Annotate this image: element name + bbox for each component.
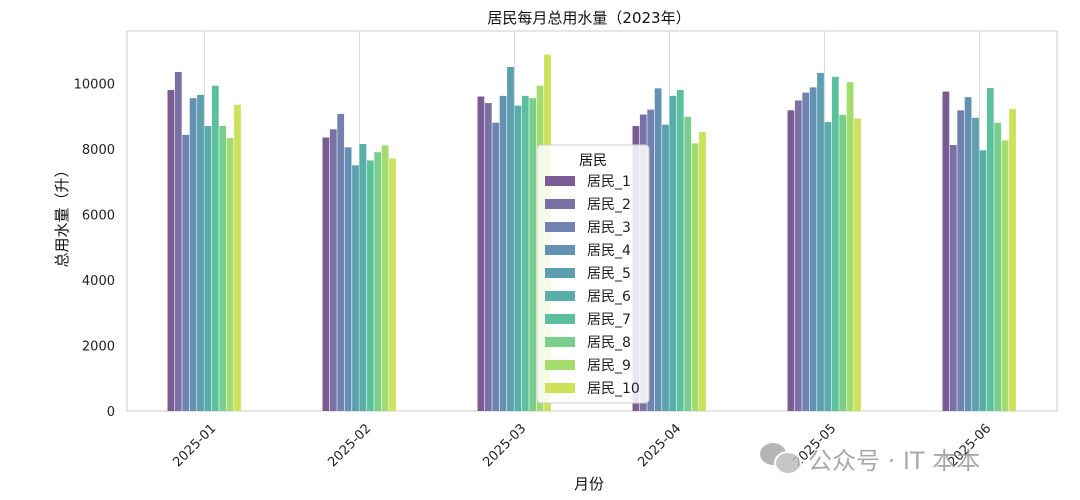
bar [949, 145, 957, 411]
bar [794, 100, 802, 411]
y-tick-label: 2000 [82, 339, 115, 354]
bar [337, 113, 345, 412]
bar [787, 110, 795, 411]
bar [699, 131, 706, 411]
legend-swatch [545, 314, 575, 324]
bar [986, 88, 994, 411]
bar [809, 87, 817, 412]
bar [189, 98, 197, 411]
bar [824, 122, 832, 411]
bar [676, 89, 684, 411]
y-tick-labels: 0 2000 4000 6000 8000 10000 [74, 77, 115, 420]
legend-label: 居民_9 [587, 358, 631, 374]
legend-swatch [545, 291, 575, 301]
wechat-icon [760, 441, 802, 475]
bar [507, 67, 514, 411]
legend-swatch [545, 199, 575, 209]
y-tick-label: 6000 [82, 208, 115, 223]
bar [182, 134, 190, 411]
legend-swatch [545, 337, 575, 347]
bar [1009, 108, 1016, 411]
x-tick-label: 2025-03 [480, 421, 529, 470]
y-axis-label: 总用水量（升） [53, 162, 71, 267]
bar [942, 91, 950, 411]
bar [381, 145, 389, 412]
y-tick-label: 4000 [82, 274, 115, 289]
bar [691, 143, 699, 412]
bar [499, 95, 507, 412]
bar [964, 97, 972, 411]
legend-swatch [545, 383, 575, 393]
legend-swatch [545, 222, 575, 232]
bar [521, 95, 529, 412]
bar [167, 89, 175, 411]
bar [972, 117, 979, 411]
bar [389, 158, 396, 411]
y-tick-label: 0 [107, 405, 115, 420]
bar [366, 160, 374, 411]
bar [957, 110, 965, 411]
bar [359, 144, 367, 411]
legend-label: 居民_1 [587, 174, 631, 190]
bar [654, 88, 662, 412]
legend-label: 居民_4 [587, 243, 631, 259]
bar [817, 72, 824, 412]
bar [211, 85, 219, 411]
legend-swatch [545, 360, 575, 370]
legend-label: 居民_7 [587, 312, 631, 328]
bar [979, 150, 987, 411]
legend-title: 居民 [579, 153, 607, 169]
x-axis-label: 月份 [574, 475, 604, 493]
bar [226, 138, 234, 411]
bar [647, 109, 655, 411]
y-tick-label: 10000 [74, 77, 115, 92]
x-tick-label: 2025-02 [325, 421, 374, 470]
bars [167, 54, 1016, 412]
chart-title: 居民每月总用水量（2023年） [487, 9, 690, 27]
legend-label: 居民_10 [587, 381, 640, 397]
bar [374, 152, 382, 411]
legend-label: 居民_5 [587, 266, 631, 282]
bar [344, 147, 352, 412]
bar [669, 95, 677, 412]
legend-label: 居民_3 [587, 220, 631, 236]
bar [854, 118, 861, 411]
bar [329, 129, 337, 411]
bar [477, 96, 485, 411]
bar [831, 76, 839, 412]
bar [322, 137, 330, 411]
bar [529, 98, 537, 411]
x-tick-label: 2025-01 [170, 421, 219, 470]
legend-label: 居民_2 [587, 197, 631, 213]
bar [174, 71, 182, 411]
bar [994, 122, 1002, 412]
x-tick-label: 2025-04 [635, 421, 684, 470]
bar [839, 114, 847, 412]
bar [1001, 140, 1009, 411]
bar [802, 92, 810, 411]
bar [234, 104, 241, 411]
bar [484, 103, 492, 411]
legend-label: 居民_6 [587, 289, 631, 305]
bar [352, 165, 359, 411]
legend-swatch [545, 176, 575, 186]
legend-swatch [545, 268, 575, 278]
y-tick-label: 8000 [82, 143, 115, 158]
legend-label: 居民_8 [587, 335, 631, 351]
legend-swatch [545, 245, 575, 255]
bar [684, 116, 692, 412]
watermark-text: 公众号 · IT 本本 [808, 446, 981, 475]
bar [204, 126, 212, 411]
bar [219, 126, 227, 411]
bar [492, 122, 500, 412]
bar [846, 82, 854, 411]
bar [197, 94, 204, 412]
bar [514, 105, 522, 412]
watermark: 公众号 · IT 本本 [760, 440, 980, 476]
bar [662, 124, 669, 412]
